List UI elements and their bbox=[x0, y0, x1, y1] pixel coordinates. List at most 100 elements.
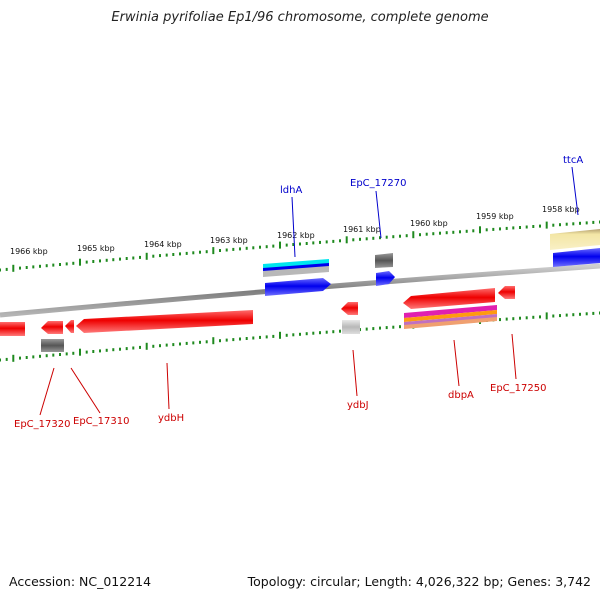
ydbJ-gene[interactable] bbox=[341, 302, 358, 315]
minor-tick bbox=[525, 316, 528, 320]
minor-tick bbox=[539, 224, 541, 228]
minor-tick bbox=[232, 338, 235, 342]
EpC_17310-gene[interactable] bbox=[65, 320, 74, 333]
ydbJ-feature[interactable] bbox=[342, 320, 360, 334]
dbpA-feature-magenta[interactable] bbox=[404, 305, 497, 318]
EpC_17320-leader bbox=[39, 367, 55, 416]
minor-tick bbox=[592, 311, 595, 315]
minor-tick bbox=[59, 263, 61, 266]
minor-tick bbox=[385, 235, 388, 239]
scale-label: 1960 kbp bbox=[410, 219, 448, 228]
major-tick bbox=[545, 221, 548, 229]
minor-tick bbox=[252, 336, 255, 340]
gene-label-ydbH[interactable]: ydbH bbox=[158, 413, 184, 424]
minor-tick bbox=[139, 345, 141, 349]
minor-tick bbox=[132, 346, 135, 350]
minor-tick bbox=[285, 243, 288, 247]
minor-tick bbox=[352, 238, 355, 242]
ttcA-feature[interactable] bbox=[550, 229, 600, 250]
major-tick bbox=[79, 348, 81, 356]
minor-tick bbox=[512, 317, 515, 321]
minor-tick bbox=[72, 261, 75, 265]
minor-tick bbox=[552, 314, 555, 318]
minor-tick bbox=[25, 266, 28, 269]
map-title: Erwinia pyrifoliae Ep1/96 chromosome, co… bbox=[111, 10, 489, 25]
gene-label-EpC_17250[interactable]: EpC_17250 bbox=[490, 383, 546, 394]
minor-tick bbox=[292, 243, 295, 246]
minor-tick bbox=[65, 352, 68, 356]
topology-summary: Topology: circular; Length: 4,026,322 bp… bbox=[247, 574, 591, 589]
EpC_17320-gene[interactable] bbox=[41, 321, 63, 334]
minor-tick bbox=[5, 357, 8, 361]
minor-tick bbox=[312, 331, 315, 335]
EpC_17270-gene[interactable] bbox=[376, 271, 395, 286]
minor-tick bbox=[285, 333, 288, 337]
minor-tick bbox=[445, 231, 448, 235]
minor-tick bbox=[532, 225, 535, 228]
minor-tick bbox=[459, 230, 461, 234]
minor-tick bbox=[112, 348, 115, 352]
scale-label: 1963 kbp bbox=[210, 236, 248, 245]
major-tick bbox=[212, 337, 215, 345]
minor-tick bbox=[239, 337, 241, 341]
minor-tick bbox=[559, 223, 561, 227]
scale-label: 1965 kbp bbox=[77, 244, 115, 253]
gene-labels: ldhA EpC_17270 ttcA EpC_17320 EpC_17310 … bbox=[14, 155, 583, 430]
minor-tick bbox=[379, 236, 381, 240]
minor-tick bbox=[179, 252, 181, 256]
EpC_17320-gene-left[interactable] bbox=[0, 322, 25, 336]
reverse-strand-features bbox=[0, 286, 515, 352]
minor-tick bbox=[219, 339, 221, 343]
gene-label-EpC_17270[interactable]: EpC_17270 bbox=[350, 178, 406, 189]
major-tick bbox=[212, 247, 215, 255]
minor-tick bbox=[579, 221, 581, 225]
minor-tick bbox=[172, 253, 175, 256]
minor-tick bbox=[272, 334, 275, 338]
EpC_17250-gene[interactable] bbox=[498, 286, 515, 299]
minor-tick bbox=[225, 338, 228, 342]
minor-tick bbox=[52, 263, 55, 267]
dbpA-feature-orange[interactable] bbox=[404, 310, 497, 322]
minor-tick bbox=[472, 229, 475, 233]
ldhA-gene[interactable] bbox=[265, 278, 331, 296]
gene-label-EpC_17310[interactable]: EpC_17310 bbox=[73, 416, 129, 427]
major-tick bbox=[345, 236, 348, 244]
minor-tick bbox=[299, 332, 301, 336]
gene-label-dbpA[interactable]: dbpA bbox=[448, 390, 474, 401]
major-tick bbox=[545, 312, 548, 320]
major-tick bbox=[279, 241, 281, 249]
minor-tick bbox=[132, 256, 135, 260]
minor-tick bbox=[105, 258, 108, 262]
major-tick bbox=[412, 231, 415, 239]
gene-label-ldhA[interactable]: ldhA bbox=[280, 185, 302, 196]
minor-tick bbox=[305, 242, 308, 245]
minor-tick bbox=[232, 247, 235, 251]
dbpA-gene[interactable] bbox=[403, 288, 495, 309]
minor-tick bbox=[585, 312, 588, 316]
gene-label-ttcA[interactable]: ttcA bbox=[563, 155, 583, 166]
minor-tick bbox=[272, 244, 275, 248]
gene-label-EpC_17320[interactable]: EpC_17320 bbox=[14, 419, 70, 430]
ydbH-gene[interactable] bbox=[76, 310, 253, 333]
dbpA-feature-peach[interactable] bbox=[404, 317, 497, 329]
ttcA-gene[interactable] bbox=[553, 248, 600, 267]
EpC_17320-feature[interactable] bbox=[41, 339, 64, 352]
minor-tick bbox=[165, 253, 168, 257]
minor-tick bbox=[159, 344, 161, 348]
minor-tick bbox=[225, 248, 228, 252]
minor-tick bbox=[192, 341, 195, 345]
EpC_17270-feature[interactable] bbox=[375, 253, 393, 268]
ldhA-feature-gray[interactable] bbox=[263, 266, 329, 277]
minor-tick bbox=[552, 223, 555, 227]
minor-tick bbox=[125, 347, 128, 351]
minor-tick bbox=[485, 228, 488, 232]
minor-tick bbox=[245, 246, 248, 250]
minor-tick bbox=[259, 245, 261, 249]
minor-tick bbox=[0, 268, 1, 272]
EpC_17310-leader bbox=[70, 367, 101, 414]
ldhA-leader bbox=[291, 196, 296, 258]
scale-label: 1966 kbp bbox=[10, 247, 48, 256]
minor-tick bbox=[85, 260, 88, 264]
minor-tick bbox=[365, 237, 368, 241]
gene-label-ydbJ[interactable]: ydbJ bbox=[347, 400, 369, 411]
